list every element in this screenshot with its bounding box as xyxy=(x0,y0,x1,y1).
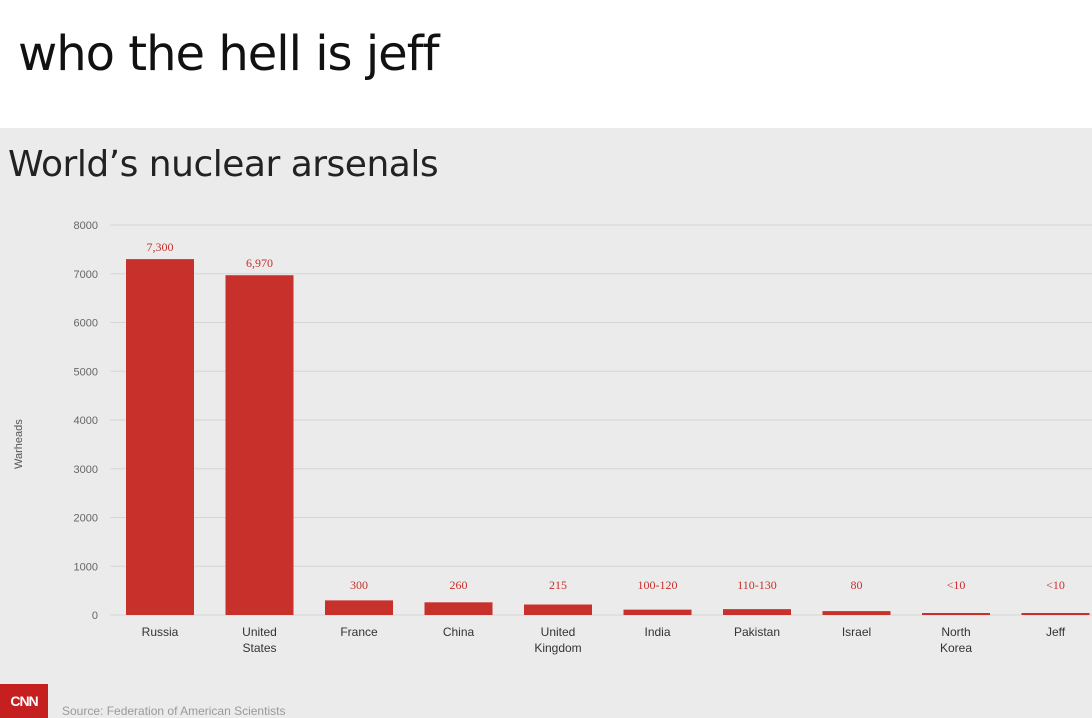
y-tick-label: 2000 xyxy=(74,513,98,525)
bar xyxy=(425,602,493,615)
bar xyxy=(126,259,194,615)
x-tick-label: United xyxy=(242,625,277,639)
x-tick-label: Jeff xyxy=(1046,625,1066,639)
bar xyxy=(226,275,294,615)
y-tick-label: 1000 xyxy=(74,561,98,573)
bar xyxy=(524,605,592,615)
data-label: 7,300 xyxy=(147,240,174,254)
data-label: 80 xyxy=(851,578,863,592)
meme-caption: who the hell is jeff xyxy=(18,26,438,82)
bar xyxy=(624,610,692,615)
data-label: 6,970 xyxy=(246,256,273,270)
x-tick-label: Russia xyxy=(142,625,179,639)
cnn-logo: CNN xyxy=(0,684,48,718)
data-label: 260 xyxy=(450,578,468,592)
x-tick-label: China xyxy=(443,625,475,639)
x-tick-label: North xyxy=(941,625,970,639)
data-label: 215 xyxy=(549,578,567,592)
x-tick-label: Israel xyxy=(842,625,871,639)
meme-caption-area: who the hell is jeff xyxy=(0,0,1092,128)
x-tick-label: Korea xyxy=(940,641,972,655)
x-tick-label: Pakistan xyxy=(734,625,780,639)
x-tick-label: United xyxy=(541,625,576,639)
y-tick-label: 3000 xyxy=(74,464,98,476)
bar xyxy=(325,600,393,615)
y-tick-label: 5000 xyxy=(74,366,98,378)
x-tick-label: Kingdom xyxy=(534,641,581,655)
bar xyxy=(823,611,891,615)
chart-panel: World’s nuclear arsenals Warheads 0 1000 2… xyxy=(0,128,1092,718)
bar xyxy=(1022,613,1090,615)
x-tick-label: France xyxy=(340,625,378,639)
y-tick-label: 7000 xyxy=(74,269,98,281)
data-label: <10 xyxy=(947,578,966,592)
source-note: Source: Federation of American Scientist… xyxy=(62,704,285,718)
x-tick-label: States xyxy=(242,641,276,655)
data-label: 100-120 xyxy=(638,578,678,592)
y-tick-label: 4000 xyxy=(74,415,98,427)
x-tick-label: India xyxy=(644,625,670,639)
bar xyxy=(922,613,990,615)
bar xyxy=(723,609,791,615)
y-tick-label: 8000 xyxy=(74,220,98,232)
data-label: 300 xyxy=(350,578,368,592)
y-tick-label: 6000 xyxy=(74,318,98,330)
y-tick-label: 0 xyxy=(92,610,98,622)
data-label: 110-130 xyxy=(737,578,777,592)
bar-chart: 0 1000 2000 3000 4000 5000 6000 7000 8000 7,300 Ru… xyxy=(0,128,1092,718)
data-label: <10 xyxy=(1046,578,1065,592)
